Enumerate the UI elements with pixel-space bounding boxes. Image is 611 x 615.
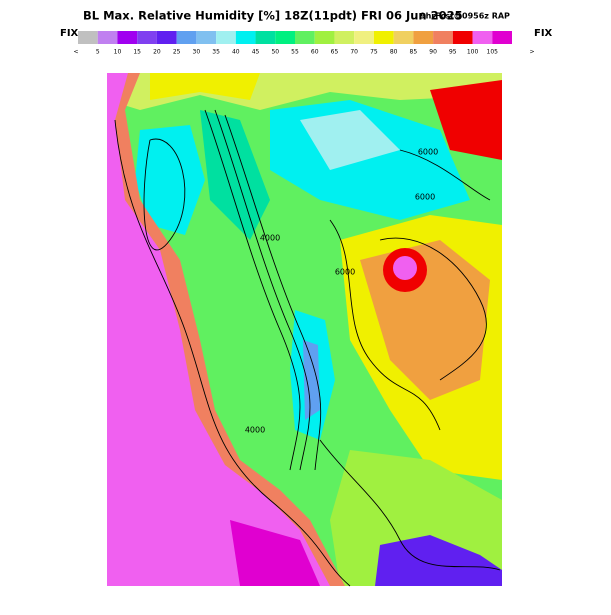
colorbar-label: 70 [350, 49, 358, 56]
contour [329, 219, 441, 431]
contour-labels: 6000 6000 6000 4000 4000 [245, 148, 438, 435]
colorbar-cell [373, 31, 394, 44]
colorbar-label: 90 [429, 49, 437, 56]
colorbar-cell [314, 31, 335, 44]
colorbar-label: 15 [133, 49, 141, 56]
colorbar-cell [452, 31, 473, 44]
colorbar-label: 100 [467, 49, 479, 56]
contour [379, 237, 487, 381]
colorbar-label: 50 [271, 49, 279, 56]
contour-label: 6000 [335, 268, 355, 277]
colorbar-cell [235, 31, 256, 44]
colorbar-cell [334, 31, 355, 44]
colorbar-cell [196, 31, 217, 44]
contour-label: 4000 [245, 426, 265, 435]
colorbar-cell [354, 31, 374, 44]
colorbar-label: 40 [232, 49, 240, 56]
colorbar-label: 85 [410, 49, 418, 56]
blue-channel [303, 340, 320, 420]
colorbar-label: 60 [311, 49, 319, 56]
cyan-nw [135, 125, 205, 235]
colorbar-label: 65 [331, 49, 339, 56]
colorbar-label: 55 [291, 49, 299, 56]
colorbar-label: 25 [173, 49, 181, 56]
contours [114, 109, 501, 587]
teal [200, 110, 270, 240]
contour-label: 6000 [415, 193, 435, 202]
contour [143, 138, 186, 251]
colorbar-cell [295, 31, 315, 44]
contour [224, 114, 322, 471]
colorbar-cell [156, 31, 177, 44]
colorbar-cell [255, 31, 276, 44]
contour-label: 4000 [260, 234, 280, 243]
colorbar-cell [492, 31, 512, 44]
ocean [107, 73, 330, 586]
colorbar-label: 95 [449, 49, 457, 56]
contour [399, 149, 491, 201]
contour [214, 109, 311, 471]
colorbar-label: 75 [370, 49, 378, 56]
colorbar-label: 80 [390, 49, 398, 56]
fix-right: FIX [534, 28, 553, 39]
colorbar-cell [97, 31, 118, 44]
contour-label: 6000 [418, 148, 438, 157]
colorbar: <5 10 15 20 25 30 35 40 45 50 55 60 65 70 75 80 85 90 95 10… [73, 31, 535, 56]
map-field [107, 73, 502, 586]
colorbar-cell [176, 31, 197, 44]
sw-magenta [230, 520, 320, 586]
subtitle: 9hrFcst@0956z RAP [420, 12, 510, 21]
colorbar-label: 30 [193, 49, 201, 56]
title: BL Max. Relative Humidity [%] 18Z(11pdt)… [83, 9, 463, 23]
colorbar-cell [216, 31, 236, 44]
colorbar-label: 35 [212, 49, 220, 56]
colorbar-label: 5 [96, 49, 100, 56]
colorbar-cell [433, 31, 453, 44]
colorbar-label: 105 [487, 49, 499, 56]
colorbar-label: 45 [252, 49, 260, 56]
colorbar-cell [393, 31, 414, 44]
contour [319, 439, 501, 571]
colorbar-label: > [529, 49, 534, 56]
contour [114, 119, 351, 587]
colorbar-cell [78, 31, 98, 44]
south-purple [375, 535, 502, 586]
north-yellow [150, 73, 260, 100]
contour [204, 109, 301, 471]
ne-red [430, 80, 502, 160]
colorbar-cell [137, 31, 157, 44]
colorbar-cell [472, 31, 493, 44]
colorbar-cell [413, 31, 434, 44]
colorbar-cell [275, 31, 295, 44]
colorbar-label: 20 [153, 49, 161, 56]
fix-left: FIX [60, 28, 79, 39]
magenta-spot [393, 256, 417, 280]
colorbar-cell [117, 31, 138, 44]
colorbar-label: < [73, 49, 78, 56]
colorbar-label: 10 [114, 49, 122, 56]
lightcyan [300, 110, 400, 170]
